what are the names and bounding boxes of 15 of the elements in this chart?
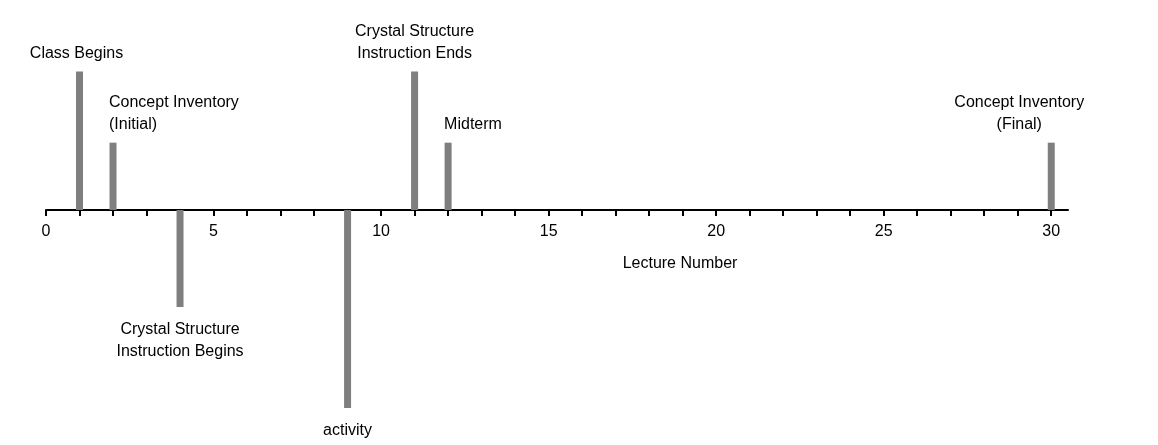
x-tick-label: 10 (372, 221, 391, 239)
x-tick-label: 20 (707, 221, 726, 239)
annotation: Concept Inventory (Initial) (109, 93, 239, 133)
annotation: Concept Inventory (Final) (954, 93, 1085, 133)
annotation: activity (323, 420, 373, 438)
x-axis-title: Lecture Number (622, 253, 739, 271)
annotation: Crystal Structure Instruction Ends (355, 21, 475, 61)
x-tick-label: 0 (41, 221, 51, 239)
annotation: Class Begins (29, 43, 124, 61)
x-tick-label: 15 (539, 221, 558, 239)
annotation: Midterm (444, 115, 502, 133)
x-tick-label: 25 (874, 221, 893, 239)
annotation: Crystal Structure Instruction Begins (116, 319, 244, 359)
x-tick-label: 30 (1042, 221, 1061, 239)
x-tick-label: 5 (209, 221, 219, 239)
